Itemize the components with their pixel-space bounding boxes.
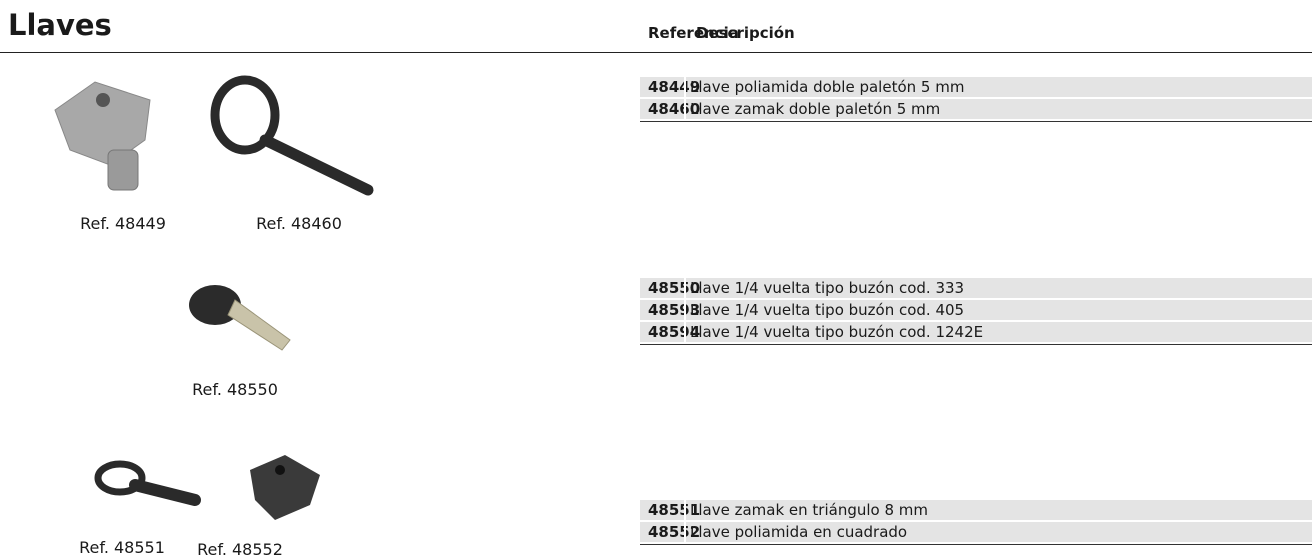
cell-separator (684, 300, 686, 320)
reference: 48552 (648, 523, 701, 541)
description: Llave 1/4 vuelta tipo buzón cod. 1242E (690, 323, 984, 341)
cell-separator (684, 500, 686, 520)
description: Llave zamak doble paletón 5 mm (690, 100, 941, 118)
description: Llave zamak en triángulo 8 mm (690, 501, 929, 519)
cell-separator (684, 278, 686, 298)
cell-separator (684, 322, 686, 342)
description: Llave poliamida doble paletón 5 mm (690, 78, 965, 96)
group-rule (640, 121, 1312, 122)
header-rule (0, 52, 1312, 53)
description: Llave poliamida en cuadrado (690, 523, 908, 541)
image-caption: Ref. 48552 (197, 540, 283, 559)
page-title: Llaves (8, 8, 112, 42)
description: Llave 1/4 vuelta tipo buzón cod. 405 (690, 301, 965, 319)
cell-separator (684, 99, 686, 119)
image-caption: Ref. 48449 (80, 214, 166, 233)
table-row: 48594 Llave 1/4 vuelta tipo buzón cod. 12… (640, 322, 1312, 342)
table-row: 48552 Llave poliamida en cuadrado (640, 522, 1312, 542)
description: Llave 1/4 vuelta tipo buzón cod. 333 (690, 279, 965, 297)
column-header: Referencia (648, 24, 739, 42)
table-row: 48449 Llave poliamida doble paletón 5 mm (640, 77, 1312, 97)
reference: 48594 (648, 323, 701, 341)
reference: 48449 (648, 78, 701, 96)
cell-separator (684, 77, 686, 97)
reference: 48550 (648, 279, 701, 297)
image-caption: Ref. 48460 (256, 214, 342, 233)
key-image (189, 285, 291, 351)
product-images (54, 75, 374, 520)
key-image (210, 75, 374, 196)
reference: 48460 (648, 100, 701, 118)
table-row: 48550 Llave 1/4 vuelta tipo buzón cod. 33… (640, 278, 1312, 298)
image-caption: Ref. 48550 (192, 380, 278, 399)
reference: 48551 (648, 501, 701, 519)
group-rule (640, 344, 1312, 345)
key-image (250, 455, 320, 520)
table-row: 48593 Llave 1/4 vuelta tipo buzón cod. 40… (640, 300, 1312, 320)
key-image (54, 81, 151, 191)
table-row: 48551 Llave zamak en triángulo 8 mm (640, 500, 1312, 520)
group-rule (640, 544, 1312, 545)
key-image (94, 460, 201, 506)
column-header: Descripción (696, 24, 795, 42)
table-row: 48460 Llave zamak doble paletón 5 mm (640, 99, 1312, 119)
reference: 48593 (648, 301, 701, 319)
cell-separator (684, 522, 686, 542)
image-caption: Ref. 48551 (79, 538, 165, 557)
